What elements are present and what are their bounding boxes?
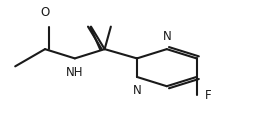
Text: N: N	[162, 30, 171, 43]
Text: NH: NH	[66, 66, 84, 79]
Text: F: F	[205, 89, 212, 102]
Text: O: O	[40, 6, 50, 19]
Text: N: N	[133, 84, 141, 97]
